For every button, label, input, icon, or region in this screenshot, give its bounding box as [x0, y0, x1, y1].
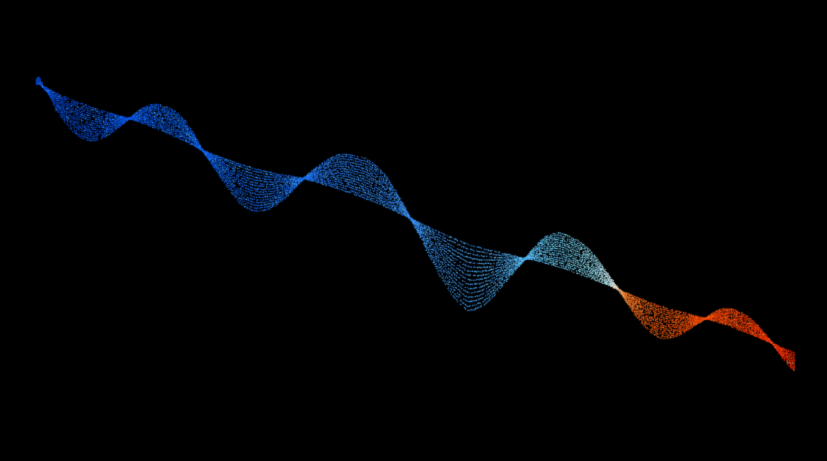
wave-ribbon-canvas	[0, 0, 827, 461]
decorative-wave-figure	[0, 0, 827, 461]
